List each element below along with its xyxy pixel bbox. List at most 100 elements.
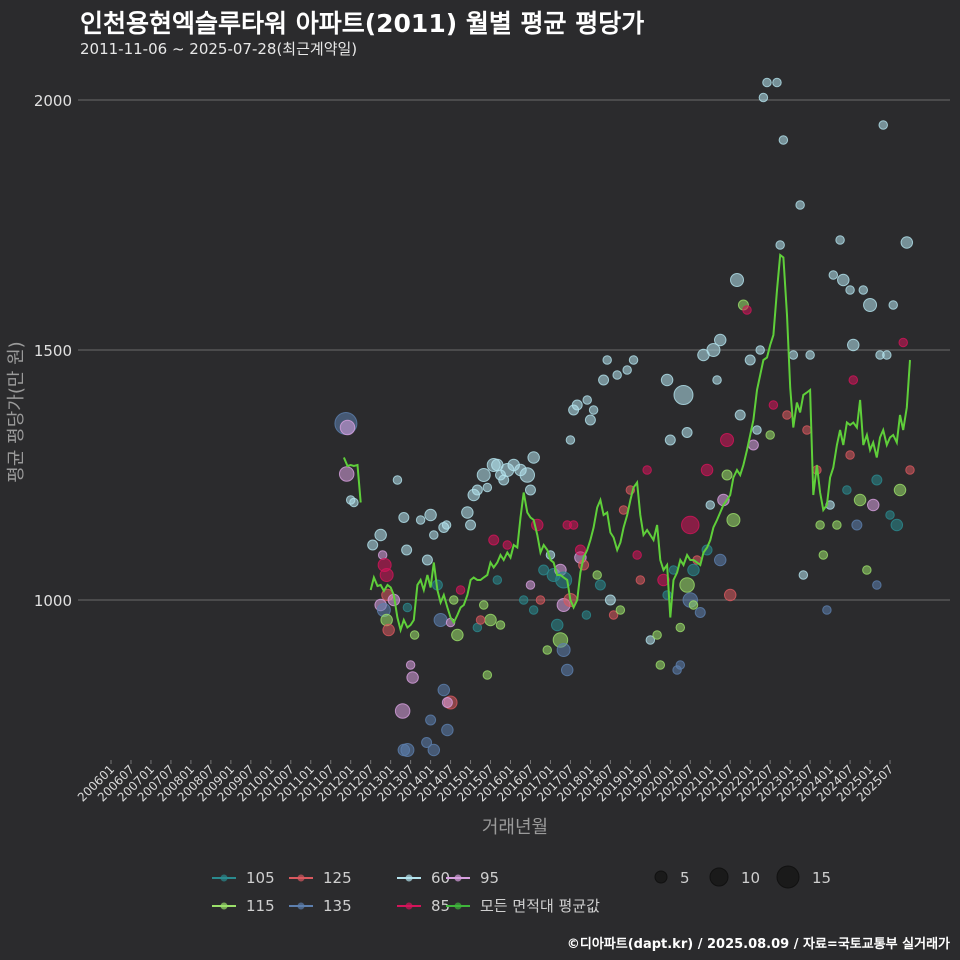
data-point-115 bbox=[451, 628, 464, 642]
data-point-60 bbox=[398, 512, 410, 523]
data-point-60 bbox=[415, 515, 426, 525]
data-point-60 bbox=[805, 350, 815, 360]
data-point-85 bbox=[681, 515, 700, 535]
data-point-60 bbox=[828, 270, 839, 280]
legend-label: 60 bbox=[431, 869, 450, 887]
data-point-60 bbox=[622, 365, 632, 375]
data-point-95 bbox=[525, 580, 536, 590]
legend-size-label: 15 bbox=[812, 869, 831, 887]
data-point-135 bbox=[851, 519, 863, 531]
data-point-85 bbox=[568, 520, 579, 530]
data-point-60 bbox=[705, 500, 715, 510]
data-point-105 bbox=[581, 610, 592, 620]
legend-dot-135 bbox=[297, 902, 305, 910]
legend-label: 95 bbox=[480, 869, 499, 887]
average-line bbox=[369, 253, 911, 634]
data-point-105 bbox=[842, 485, 852, 495]
data-point-115 bbox=[721, 469, 733, 481]
legend-dot-85 bbox=[405, 902, 413, 910]
data-point-60 bbox=[628, 355, 639, 365]
legend-size-label: 10 bbox=[741, 869, 760, 887]
data-point-60 bbox=[482, 482, 493, 493]
y-axis-label: 평균 평당가(만 원) bbox=[6, 341, 27, 482]
legend-dot-115 bbox=[220, 902, 228, 910]
data-point-60 bbox=[752, 425, 762, 435]
data-point-115 bbox=[478, 600, 489, 610]
data-point-60 bbox=[673, 385, 694, 405]
y-tick-label: 2000 bbox=[34, 92, 72, 110]
data-point-60 bbox=[664, 434, 676, 446]
data-point-60 bbox=[421, 554, 433, 566]
data-point-115 bbox=[853, 493, 867, 507]
data-point-125 bbox=[802, 425, 812, 435]
data-point-85 bbox=[898, 337, 908, 348]
data-point-60 bbox=[401, 544, 413, 556]
data-point-115 bbox=[449, 595, 459, 605]
data-point-115 bbox=[484, 613, 497, 627]
tick-labels-layer: 1000150020002006012006072007012007072008… bbox=[34, 92, 896, 805]
data-point-60 bbox=[858, 285, 869, 295]
data-point-60 bbox=[758, 92, 769, 103]
data-point-60 bbox=[900, 236, 914, 249]
data-point-115 bbox=[893, 483, 907, 497]
data-point-60 bbox=[465, 519, 477, 531]
data-point-115 bbox=[615, 605, 626, 615]
data-point-85 bbox=[502, 540, 513, 550]
data-point-60 bbox=[527, 451, 540, 464]
data-point-60 bbox=[476, 468, 491, 482]
data-point-60 bbox=[602, 355, 612, 365]
data-point-85 bbox=[700, 463, 714, 477]
data-point-60 bbox=[730, 273, 745, 287]
data-point-60 bbox=[429, 530, 439, 540]
data-point-105 bbox=[492, 575, 503, 585]
legend-size-circle bbox=[654, 870, 668, 884]
data-point-105 bbox=[550, 618, 564, 632]
data-point-85 bbox=[632, 550, 642, 560]
data-point-105 bbox=[687, 563, 700, 577]
data-point-135 bbox=[872, 580, 882, 590]
data-point-60 bbox=[744, 354, 756, 366]
data-point-85 bbox=[574, 544, 586, 556]
data-point-115 bbox=[655, 660, 666, 670]
data-point-60 bbox=[863, 298, 878, 312]
data-point-105 bbox=[871, 474, 883, 486]
data-point-60 bbox=[598, 374, 610, 386]
legend-label: 105 bbox=[246, 869, 275, 887]
data-point-60 bbox=[778, 135, 789, 145]
data-point-135 bbox=[560, 663, 574, 677]
data-point-85 bbox=[657, 573, 670, 587]
data-point-60 bbox=[788, 350, 799, 360]
data-point-60 bbox=[392, 475, 403, 485]
data-point-85 bbox=[848, 375, 859, 385]
data-point-105 bbox=[594, 579, 606, 591]
data-point-135 bbox=[425, 714, 437, 726]
data-point-125 bbox=[618, 505, 629, 515]
data-point-60 bbox=[374, 528, 387, 542]
legend-dot-모든 면적대 평균값 bbox=[454, 902, 462, 910]
data-point-95 bbox=[406, 671, 419, 684]
data-point-105 bbox=[538, 564, 550, 576]
legend-dot-95 bbox=[454, 874, 462, 882]
data-point-95 bbox=[394, 703, 411, 719]
data-point-60 bbox=[604, 594, 616, 606]
average-line bbox=[342, 457, 362, 503]
data-point-125 bbox=[535, 595, 546, 605]
data-point-60 bbox=[706, 343, 721, 357]
data-point-60 bbox=[612, 370, 622, 380]
source-credit: ©디아파트(dapt.kr) / 2025.08.09 / 자료=국토교통부 실… bbox=[566, 937, 950, 952]
grid-layer bbox=[78, 99, 950, 601]
legend-dot-125 bbox=[297, 874, 305, 882]
points-layer bbox=[334, 77, 915, 757]
data-point-95 bbox=[866, 498, 880, 512]
legend-label: 115 bbox=[246, 897, 275, 915]
legend-size-label: 5 bbox=[680, 869, 690, 887]
data-point-95 bbox=[339, 419, 356, 436]
data-point-115 bbox=[688, 600, 699, 610]
data-point-115 bbox=[675, 622, 686, 633]
data-point-60 bbox=[762, 77, 772, 88]
data-point-60 bbox=[424, 508, 437, 522]
legend: 105 115 125 135 60 85 95 모든 면적대 평균값 5 10 15 bbox=[212, 865, 831, 915]
data-point-125 bbox=[635, 575, 646, 585]
data-point-60 bbox=[837, 273, 850, 287]
